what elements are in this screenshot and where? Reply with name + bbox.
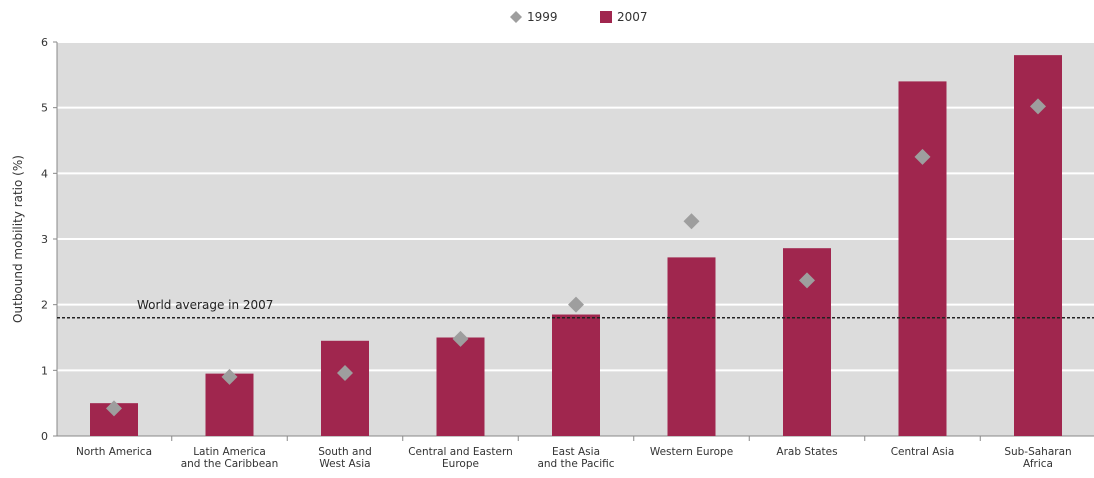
y-tick-label: 5 — [41, 102, 48, 115]
x-category-label: East Asia and the Pacific — [537, 446, 614, 470]
legend-marker-1999 — [510, 11, 522, 23]
y-tick-label: 3 — [41, 233, 48, 246]
legend-label-2007: 2007 — [617, 10, 648, 24]
y-axis-label: Outbound mobility ratio (%) — [11, 155, 25, 323]
x-category-label: Sub-Saharan Africa — [1004, 446, 1071, 470]
x-category-label-line: West Asia — [319, 458, 370, 470]
marker-1999-7 — [914, 148, 931, 165]
x-category-label-line: Sub-Saharan — [1004, 446, 1071, 458]
x-category-label-line: Latin America — [193, 446, 266, 458]
x-category-label-line: Western Europe — [650, 446, 733, 458]
x-category-label-line: and the Pacific — [537, 458, 614, 470]
x-category-label: Latin America and the Caribbean — [181, 446, 279, 470]
x-category-label: South and West Asia — [318, 446, 372, 470]
x-category-label-line: and the Caribbean — [181, 458, 279, 470]
bar-2007-5 — [667, 257, 716, 436]
y-tick-label: 6 — [41, 36, 48, 49]
legend-label-1999: 1999 — [527, 10, 558, 24]
x-category-label-line: North America — [76, 446, 152, 458]
x-category-label-line: Europe — [442, 458, 479, 470]
x-category-label: Western Europe — [650, 446, 733, 458]
marker-1999-1 — [221, 368, 238, 385]
x-category-label-line: South and — [318, 446, 372, 458]
x-category-label: North America — [76, 446, 152, 458]
marker-1999-0 — [106, 400, 122, 417]
y-tick-label: 1 — [41, 364, 48, 377]
marker-1999-4 — [568, 296, 584, 313]
bar-2007-2 — [321, 340, 369, 436]
y-tick-label: 4 — [41, 167, 48, 180]
world-average-label: World average in 2007 — [137, 298, 273, 312]
x-category-label: Arab States — [776, 446, 837, 458]
marker-1999-6 — [799, 272, 815, 289]
x-category-label: Central Asia — [891, 446, 955, 458]
x-category-label-line: Central Asia — [891, 446, 955, 458]
y-tick-label: 0 — [41, 430, 48, 443]
bar-2007-8 — [1014, 55, 1062, 437]
marker-1999-8 — [1030, 98, 1046, 115]
x-category-label-line: East Asia — [552, 446, 600, 458]
marker-1999-5 — [683, 213, 700, 230]
y-tick-label: 2 — [41, 299, 48, 312]
x-category-label-line: Central and Eastern — [408, 446, 513, 458]
bar-2007-3 — [436, 337, 485, 436]
legend-swatch-2007 — [600, 11, 612, 23]
marker-1999-3 — [452, 330, 469, 347]
marker-1999-2 — [337, 364, 353, 381]
bar-2007-4 — [552, 314, 600, 436]
x-category-label-line: Arab States — [776, 446, 837, 458]
bar-2007-7 — [898, 81, 947, 437]
x-category-label: Central and Eastern Europe — [408, 446, 513, 470]
x-category-label-line: Africa — [1023, 458, 1053, 470]
